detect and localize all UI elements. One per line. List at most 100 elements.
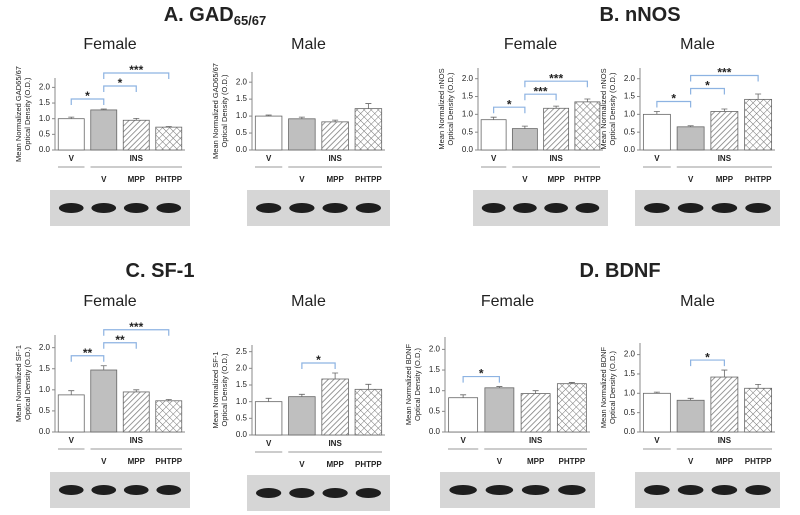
error-bar: [133, 117, 140, 121]
y-axis-label-line: Mean Normalized nNOS: [599, 68, 608, 149]
bar: [642, 113, 671, 151]
error-bar: [365, 103, 372, 109]
error-bar: [365, 383, 372, 390]
blot-band: [355, 203, 382, 213]
y-tick-label: 0.5: [236, 128, 248, 137]
x-tick-label: MPP: [547, 175, 565, 184]
group-label: INS: [529, 436, 543, 445]
y-tick-label: 0.5: [39, 406, 51, 415]
y-tick-label: 0.0: [39, 145, 51, 154]
sig-bracket: [690, 87, 725, 95]
sig-label: *: [479, 367, 484, 381]
x-tick-label: V: [688, 175, 694, 184]
y-axis-label-line: Optical Density (O.D.): [446, 72, 455, 145]
x-tick-label: MPP: [326, 460, 344, 469]
x-tick-label: PHTPP: [745, 175, 772, 184]
y-tick-label: 1.0: [236, 111, 248, 120]
bar: [57, 118, 85, 151]
y-tick-label: 1.5: [39, 98, 51, 107]
y-tick-label: 0.0: [624, 427, 636, 436]
blot-band: [355, 488, 382, 498]
sig-bracket: [70, 98, 105, 105]
x-tick-label: V: [522, 175, 528, 184]
group-label: V: [460, 436, 466, 445]
y-axis-label: Mean Normalized nNOSOptical Density (O.D…: [437, 68, 455, 149]
y-axis-label-line: Optical Density (O.D.): [220, 74, 229, 147]
error-bar: [100, 108, 107, 110]
error-bar: [332, 372, 339, 379]
error-bar: [687, 125, 694, 127]
group-label: V: [69, 436, 75, 445]
error-bar: [265, 114, 272, 117]
error-bar: [584, 98, 591, 102]
y-tick-label: 2.5: [236, 347, 248, 356]
blot-band: [91, 203, 117, 213]
error-bar: [165, 126, 172, 128]
x-tick-label: V: [497, 457, 503, 466]
error-bar: [553, 105, 560, 109]
blot-band: [544, 203, 568, 213]
bar: [122, 391, 150, 433]
y-tick-label: 0.0: [429, 427, 441, 436]
y-axis-label-line: Mean Normalized SF-1: [14, 345, 23, 422]
y-axis-label: Mean Normalized BDNFOptical Density (O.D…: [599, 346, 617, 428]
error-bar: [755, 384, 762, 389]
y-tick-label: 1.0: [429, 386, 441, 395]
chart-subtitle: Male: [680, 293, 715, 310]
x-tick-label: PHTPP: [155, 175, 182, 184]
x-tick-label: V: [101, 175, 107, 184]
sig-label: *: [316, 353, 321, 367]
group-label: V: [654, 154, 660, 163]
bar: [511, 128, 538, 151]
y-tick-label: 2.0: [624, 74, 636, 83]
error-bar: [68, 116, 75, 119]
y-tick-label: 1.0: [39, 385, 51, 394]
x-tick-label: PHTPP: [155, 457, 182, 466]
y-axis-label-line: Mean Normalized BDNF: [599, 346, 608, 428]
y-tick-label: 1.0: [624, 109, 636, 118]
x-tick-label: V: [688, 457, 694, 466]
blot-band: [485, 485, 514, 495]
chart-subtitle: Male: [291, 293, 326, 310]
blot-band: [481, 203, 506, 213]
blot-band: [58, 203, 84, 213]
y-tick-label: 2.0: [39, 83, 51, 92]
sig-label: *: [671, 92, 676, 106]
y-tick-label: 0.0: [39, 427, 51, 436]
bar: [480, 119, 507, 151]
sig-label: **: [115, 333, 125, 347]
sig-bracket: [103, 329, 170, 336]
panel-title-sub: 65/67: [234, 13, 267, 28]
group-label: V: [266, 154, 272, 163]
blot-band: [156, 203, 182, 213]
y-axis-label-line: Optical Density (O.D.): [23, 347, 32, 420]
sig-label: ***: [717, 66, 731, 80]
x-tick-label: MPP: [716, 457, 734, 466]
y-tick-label: 1.5: [236, 380, 248, 389]
panel-title-main: A. GAD: [164, 4, 234, 26]
blot-band: [711, 485, 738, 495]
bar: [543, 107, 570, 151]
chart-subtitle: Male: [680, 36, 715, 53]
panel-title-main: B. nNOS: [599, 4, 680, 26]
blot-band: [123, 203, 149, 213]
y-axis-label: Mean Normalized GAD65/67Optical Density …: [211, 63, 229, 159]
error-bar: [298, 393, 305, 397]
error-bar: [568, 382, 575, 384]
bar: [354, 388, 383, 436]
y-axis-label: Mean Normalized GAD65/67Optical Density …: [14, 66, 32, 162]
y-tick-label: 2.0: [624, 350, 636, 359]
blot-band: [156, 485, 182, 495]
error-bar: [755, 93, 762, 100]
sig-bracket: [524, 80, 588, 88]
y-tick-label: 1.0: [236, 397, 248, 406]
y-axis-label-line: Optical Density (O.D.): [220, 353, 229, 426]
y-axis-label: Mean Normalized nNOSOptical Density (O.D…: [599, 68, 617, 149]
y-tick-label: 1.0: [462, 109, 474, 118]
bar: [288, 396, 316, 436]
blot-band: [255, 488, 282, 498]
y-tick-label: 1.5: [429, 365, 441, 374]
sig-bracket: [656, 100, 692, 108]
y-tick-label: 1.5: [624, 369, 636, 378]
